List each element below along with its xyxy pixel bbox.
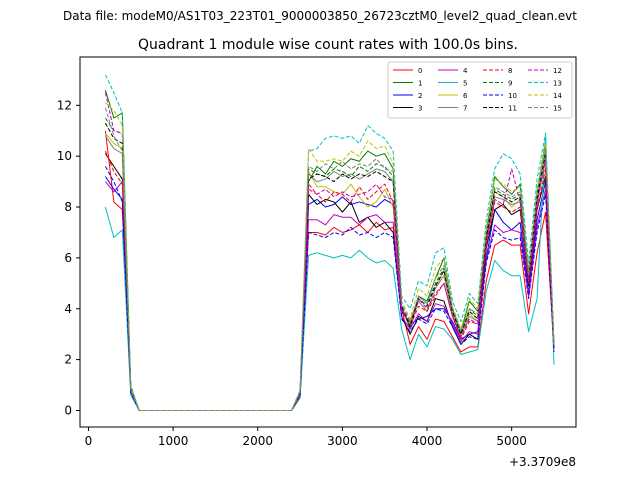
legend-label-6: 6 <box>463 92 468 100</box>
series-line-15 <box>104 107 555 411</box>
y-tick-label: 8 <box>64 200 72 214</box>
legend-label-9: 9 <box>508 80 512 88</box>
x-tick-label: 1000 <box>158 434 189 448</box>
plot-area <box>79 56 577 428</box>
legend-label-10: 10 <box>508 92 517 100</box>
legend-label-12: 12 <box>553 67 562 75</box>
x-axis: 0 1000 2000 3000 4000 5000 <box>85 427 527 448</box>
series-layer <box>104 74 555 411</box>
legend-label-1: 1 <box>418 80 422 88</box>
y-axis: 0 2 4 6 8 10 12 <box>57 98 80 417</box>
suptitle: Data file: modeM0/AS1T03_223T01_90000038… <box>63 9 577 23</box>
legend-label-8: 8 <box>508 67 512 75</box>
x-tick-label: 5000 <box>496 434 527 448</box>
legend-label-13: 13 <box>553 80 562 88</box>
y-tick-label: 2 <box>64 353 72 367</box>
legend-label-2: 2 <box>418 92 422 100</box>
y-tick-label: 4 <box>64 302 72 316</box>
legend-label-11: 11 <box>508 105 517 113</box>
legend-label-15: 15 <box>553 105 562 113</box>
chart-title: Quadrant 1 module wise count rates with … <box>138 37 518 53</box>
y-tick-label: 6 <box>64 251 72 265</box>
x-tick-label: 4000 <box>412 434 443 448</box>
x-tick-label: 2000 <box>242 434 273 448</box>
x-tick-label: 3000 <box>327 434 358 448</box>
y-tick-label: 12 <box>57 98 72 112</box>
y-tick-label: 0 <box>64 403 72 417</box>
legend-label-7: 7 <box>463 105 467 113</box>
legend-label-3: 3 <box>418 105 422 113</box>
legend-label-0: 0 <box>418 67 422 75</box>
x-offset-label: +3.3709e8 <box>509 455 576 469</box>
legend-label-5: 5 <box>463 80 467 88</box>
legend-frame <box>387 61 573 119</box>
x-tick-label: 0 <box>85 434 93 448</box>
legend-label-4: 4 <box>463 67 468 75</box>
y-tick-label: 10 <box>57 149 72 163</box>
axes-frame <box>79 56 577 428</box>
legend-label-14: 14 <box>553 92 562 100</box>
